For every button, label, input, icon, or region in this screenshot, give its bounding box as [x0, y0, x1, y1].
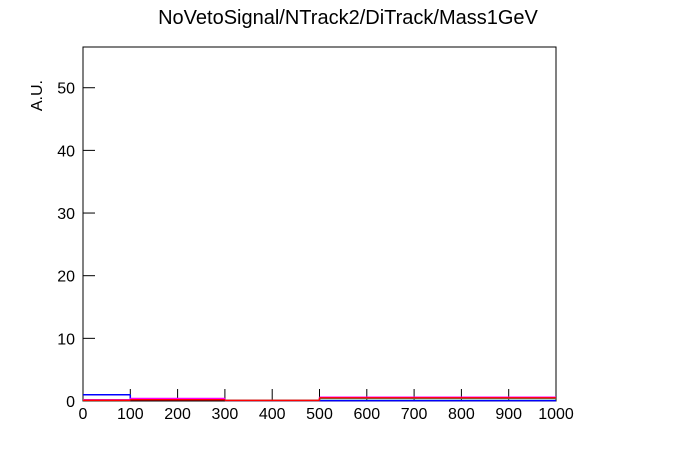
- y-axis-label: A.U.: [29, 80, 46, 111]
- y-tick-label: 10: [57, 331, 75, 348]
- x-tick-label: 100: [117, 406, 144, 423]
- y-tick-label: 20: [57, 269, 75, 286]
- x-tick-label: 300: [212, 406, 239, 423]
- y-tick-label: 30: [57, 206, 75, 223]
- x-tick-label: 500: [306, 406, 333, 423]
- y-tick-label: 0: [66, 394, 75, 411]
- x-tick-label: 600: [353, 406, 380, 423]
- x-tick-label: 700: [401, 406, 428, 423]
- x-tick-label: 200: [164, 406, 191, 423]
- x-tick-label: 0: [79, 406, 88, 423]
- y-tick-label: 50: [57, 81, 75, 98]
- chart-title: NoVetoSignal/NTrack2/DiTrack/Mass1GeV: [158, 7, 538, 29]
- x-tick-label: 800: [448, 406, 475, 423]
- x-tick-label: 400: [259, 406, 286, 423]
- x-tick-label: 900: [495, 406, 522, 423]
- y-tick-label: 40: [57, 143, 75, 160]
- x-tick-label: 1000: [538, 406, 574, 423]
